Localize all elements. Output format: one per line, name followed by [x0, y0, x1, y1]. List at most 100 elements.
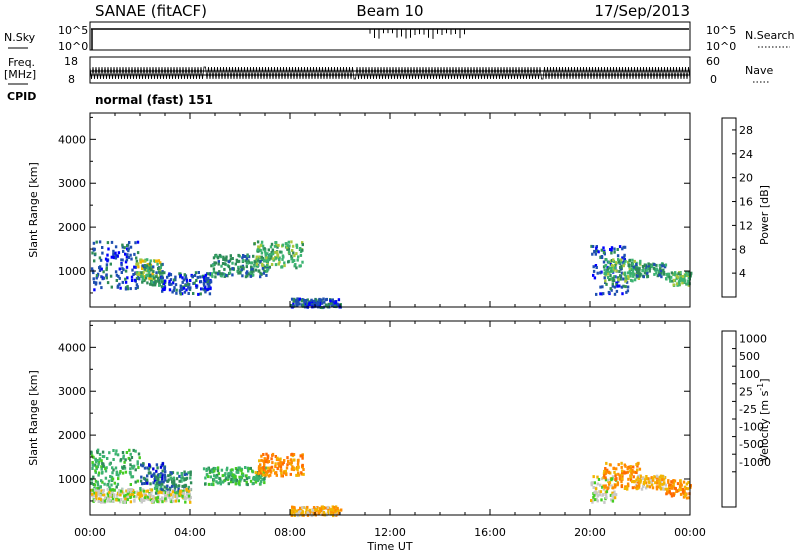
scatter-cell — [179, 272, 182, 276]
scatter-cell — [683, 489, 686, 493]
scatter-cell — [671, 480, 674, 484]
scatter-cell — [614, 478, 617, 482]
scatter-cell — [177, 489, 180, 493]
scatter-cell — [275, 473, 278, 477]
scatter-cell — [166, 493, 170, 497]
scatter-cell — [670, 275, 673, 279]
scatter-cell — [328, 510, 332, 514]
scatter-cell — [228, 474, 231, 478]
scatter-cell — [299, 454, 302, 458]
scatter-cell — [122, 456, 125, 460]
scatter-cell — [154, 491, 158, 495]
scatter-cell — [150, 268, 153, 272]
scatter-cell — [620, 258, 623, 262]
scatter-cell — [191, 275, 194, 278]
scatter-cell — [132, 448, 135, 452]
scatter-cell — [611, 475, 615, 479]
scatter-cell — [170, 471, 173, 475]
scatter-cell — [636, 274, 639, 278]
scatter-cell — [260, 458, 263, 462]
scatter-cell — [160, 472, 163, 476]
scatter-cell — [266, 466, 270, 470]
scatter-cell — [663, 481, 666, 485]
scatter-cell — [263, 481, 266, 485]
scatter-cell — [210, 264, 213, 268]
scatter-cell — [184, 283, 187, 287]
scatter-cell — [121, 267, 124, 271]
scatter-cell — [212, 478, 216, 482]
scatter-cell — [623, 245, 627, 249]
scatter-cell — [237, 259, 241, 263]
scatter-cell — [635, 267, 638, 271]
scatter-cell — [612, 258, 615, 262]
scatter-cell — [228, 271, 232, 275]
scatter-cell — [304, 511, 308, 514]
scatter-cell — [229, 254, 232, 258]
scatter-cell — [667, 480, 670, 484]
scatter-cell — [269, 245, 273, 249]
scatter-cell — [605, 496, 608, 500]
scatter-cell — [267, 474, 270, 478]
scatter-cell — [604, 478, 608, 482]
scatter-cell — [629, 476, 632, 480]
scatter-cell — [619, 277, 622, 281]
scatter-cell — [263, 461, 266, 465]
scatter-cell — [144, 276, 148, 280]
scatter-cell — [296, 258, 299, 262]
scatter-cell — [602, 476, 605, 480]
scatter-cell — [605, 490, 609, 494]
scatter-cell — [281, 462, 284, 466]
scatter-cell — [628, 465, 631, 469]
scatter-cell — [679, 273, 682, 277]
scatter-cell — [289, 472, 292, 476]
scatter-cell — [129, 287, 132, 291]
scatter-cell — [201, 287, 204, 291]
scatter-cell — [684, 273, 687, 277]
scatter-cell — [266, 256, 269, 260]
scatter-cell — [256, 240, 260, 244]
scatter-cell — [284, 469, 287, 473]
scatter-cell — [593, 491, 596, 495]
scatter-cell — [192, 292, 195, 295]
scatter-cell — [267, 258, 270, 262]
scatter-cell — [118, 489, 121, 492]
scatter-cell — [637, 484, 640, 488]
scatter-cell — [136, 272, 139, 276]
scatter-cell — [129, 253, 132, 257]
scatter-cell — [677, 280, 681, 284]
cpid-text: normal (fast) 151 — [95, 93, 213, 107]
scatter-cell — [594, 264, 598, 267]
scatter-cell — [145, 269, 148, 273]
scatter-cell — [140, 500, 143, 504]
scatter-cell — [607, 471, 611, 475]
scatter-cell — [138, 277, 141, 281]
scatter-cell — [645, 477, 648, 481]
scatter-cell — [290, 512, 294, 516]
scatter-cell — [114, 452, 117, 456]
scatter-cell — [609, 248, 612, 251]
scatter-cell — [613, 292, 617, 296]
scatter-cell — [160, 485, 163, 489]
scatter-cell — [171, 480, 174, 484]
scatter-cell — [125, 265, 129, 269]
scatter-cell — [609, 493, 613, 497]
scatter-cell — [130, 279, 134, 282]
scatter-cell — [276, 245, 279, 249]
scatter-cell — [260, 240, 264, 244]
scatter-cell — [591, 252, 594, 256]
scatter-cell — [162, 491, 165, 495]
scatter-cell — [189, 473, 192, 477]
scatter-cell — [185, 487, 188, 491]
scatter-cell — [687, 283, 690, 287]
scatter-cell — [607, 290, 611, 294]
scatter-cell — [275, 243, 278, 247]
scatter-cell — [605, 461, 608, 465]
scatter-cell — [98, 452, 102, 456]
scatter-cell — [91, 488, 94, 492]
scatter-cell — [270, 263, 274, 266]
scatter-cell — [612, 496, 615, 500]
scatter-cell — [208, 292, 212, 296]
scatter-cell — [234, 262, 237, 266]
scatter-cell — [613, 285, 617, 289]
scatter-cell — [182, 278, 185, 282]
